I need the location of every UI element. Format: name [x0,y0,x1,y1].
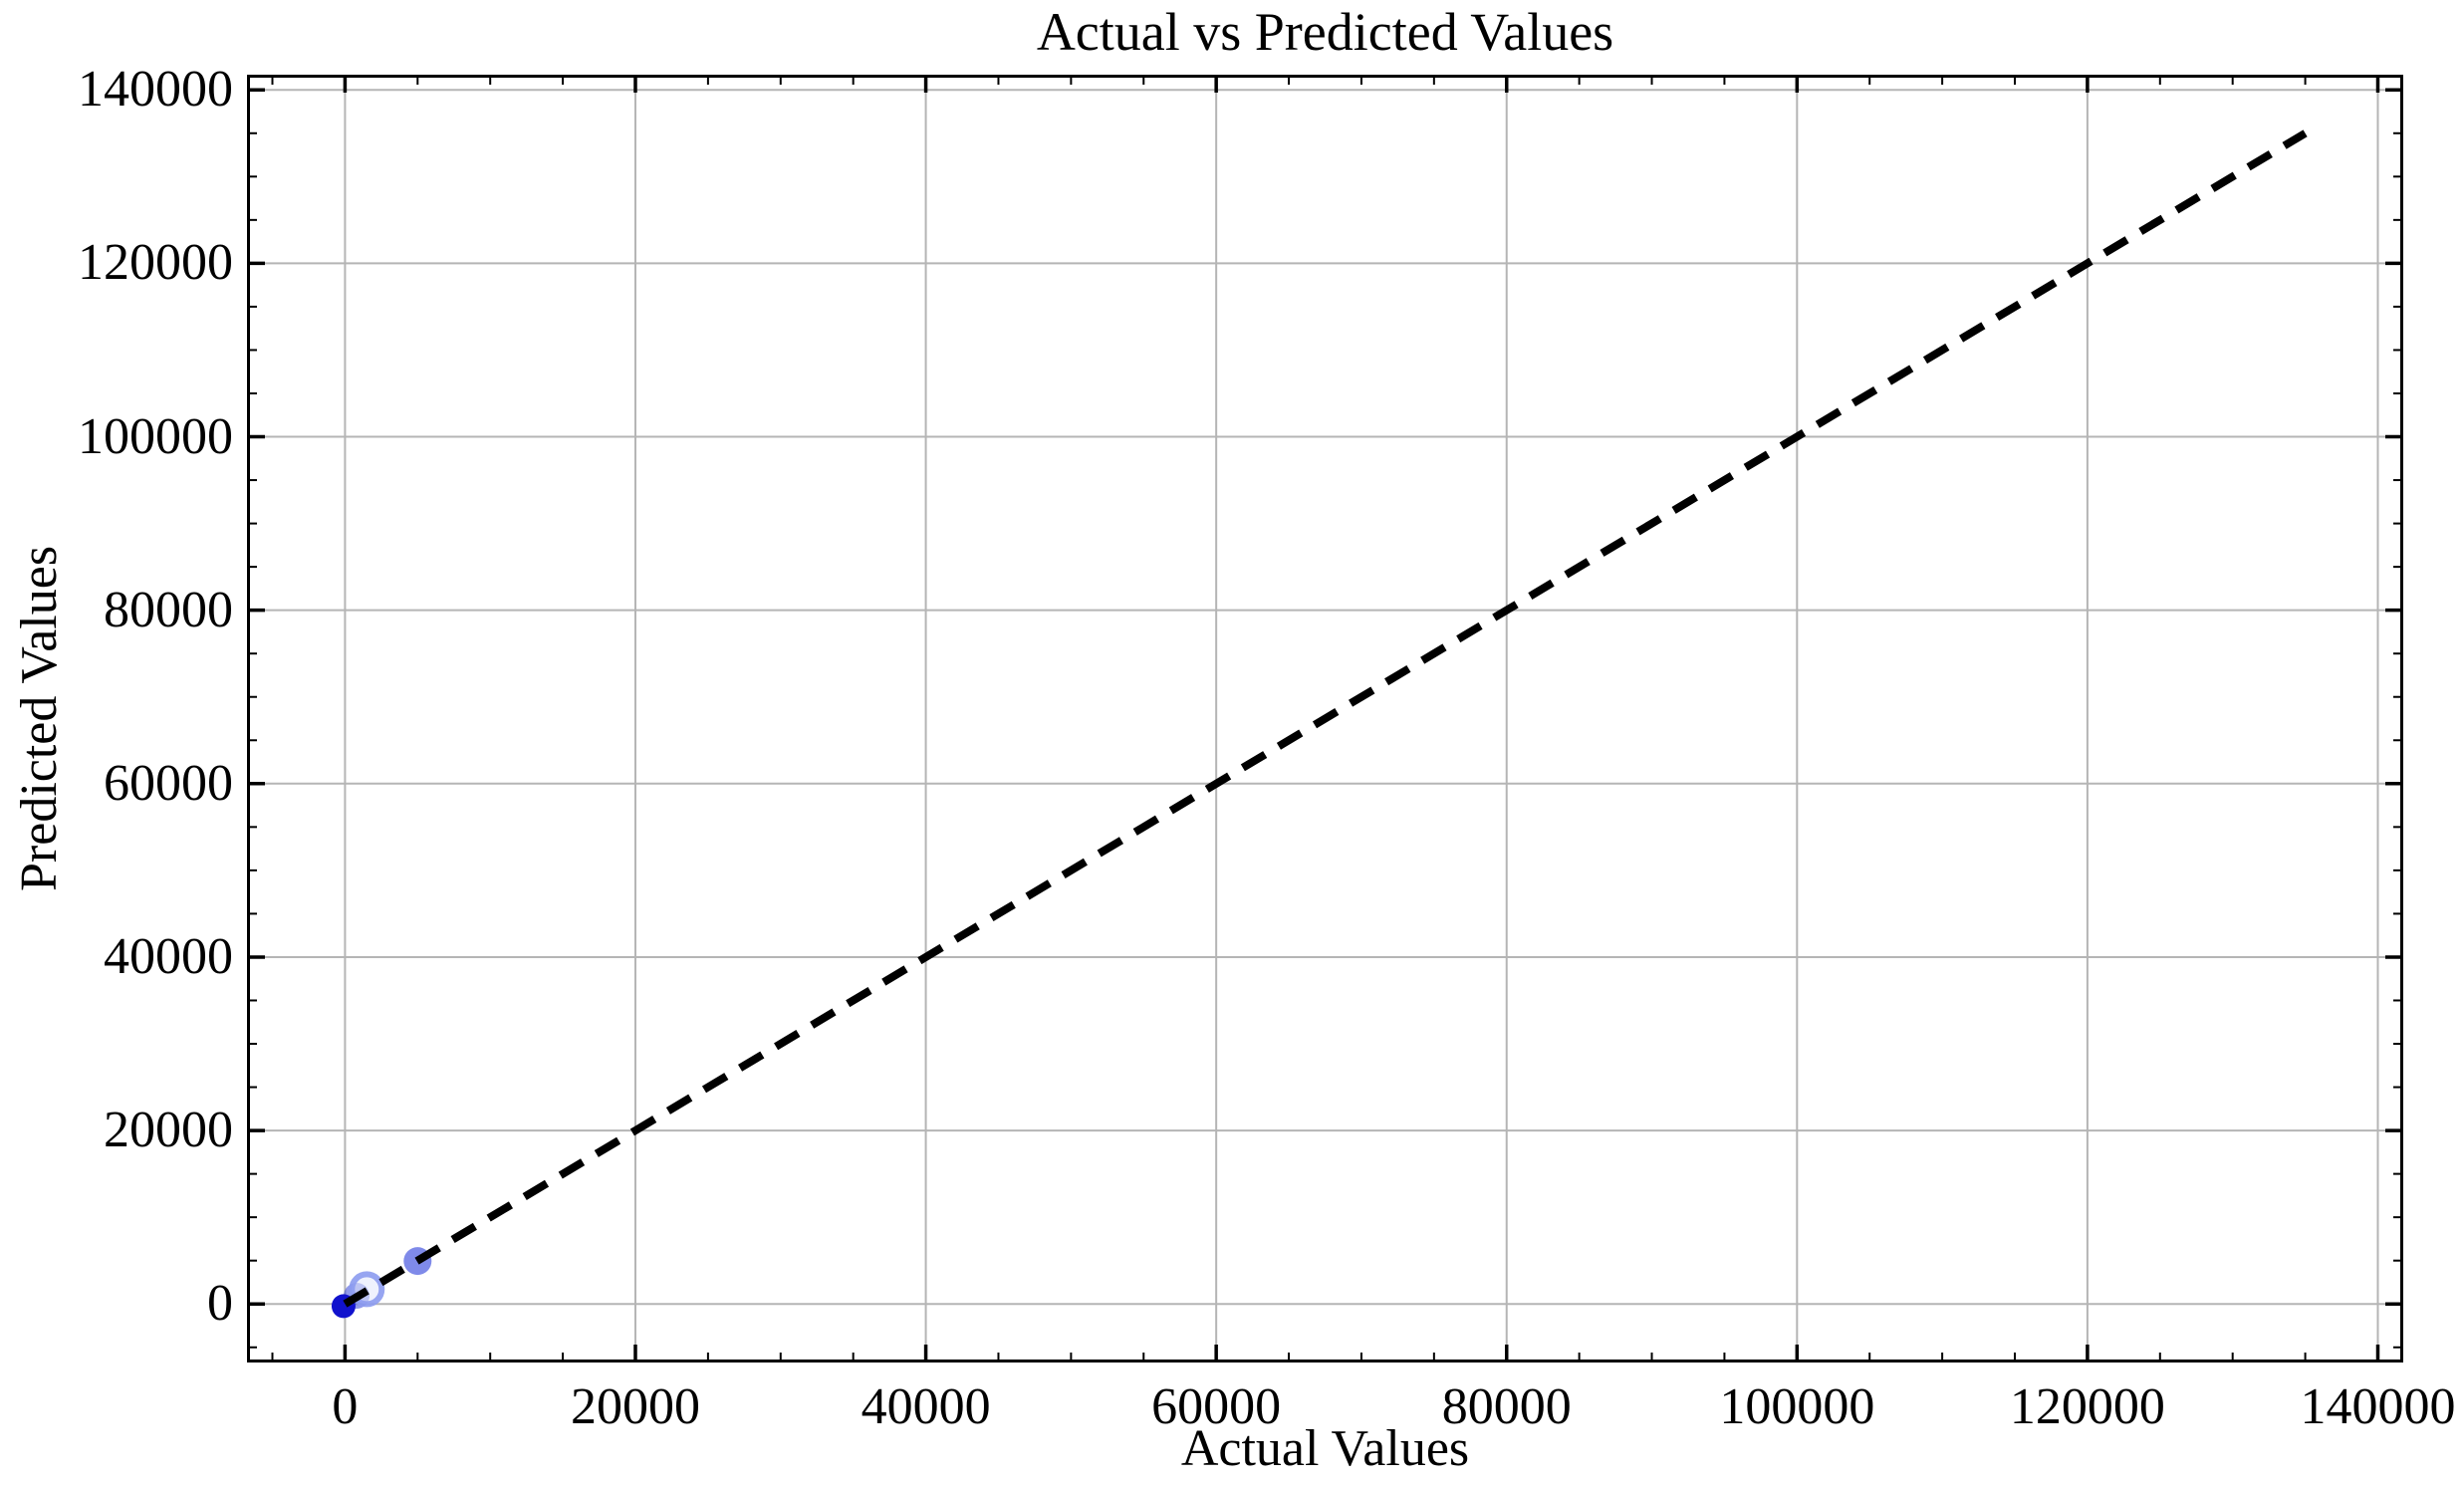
x-tick-label-20000: 20000 [570,1378,700,1435]
y-tick-label-120000: 120000 [78,234,233,292]
x-tick-label-120000: 120000 [2009,1378,2165,1435]
plot-area [247,75,2403,1362]
x-tick-label-80000: 80000 [1441,1378,1572,1435]
y-tick-label-80000: 80000 [104,581,233,638]
x-tick-label-140000: 140000 [2300,1378,2456,1435]
y-tick-label-40000: 40000 [104,927,233,985]
y-axis-label: Predicted Values [11,545,68,891]
chart-title: Actual vs Predicted Values [1036,2,1614,62]
y-tick-label-140000: 140000 [78,61,233,119]
x-tick-label-60000: 60000 [1151,1378,1282,1435]
x-tick-label-40000: 40000 [861,1378,991,1435]
y-tick-label-60000: 60000 [104,754,233,812]
y-tick-label-0: 0 [207,1275,233,1333]
x-tick-label-100000: 100000 [1719,1378,1875,1435]
reference-line [343,129,2308,1308]
axes-frame [247,75,2403,1362]
x-axis-label: Actual Values [1180,1420,1470,1477]
x-tick-label-0: 0 [332,1378,359,1435]
y-tick-label-20000: 20000 [104,1102,233,1159]
plot-svg [247,75,2403,1362]
y-tick-label-100000: 100000 [78,407,233,465]
